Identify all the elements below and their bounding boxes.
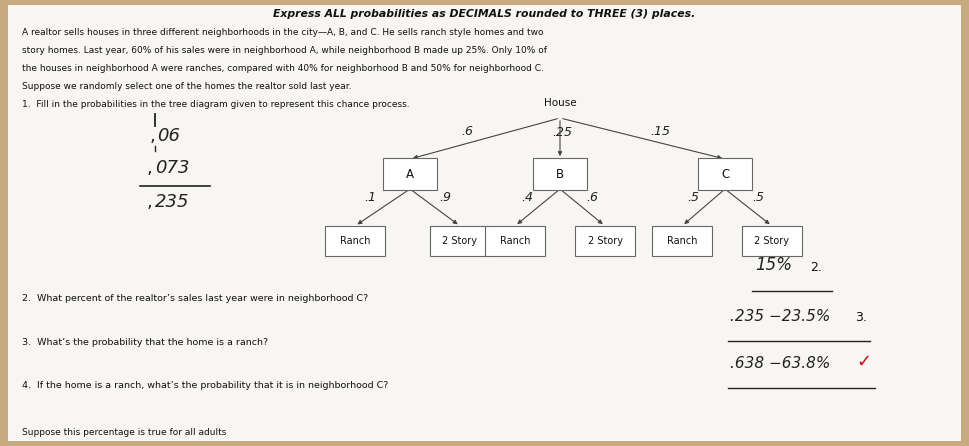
FancyBboxPatch shape [430, 226, 490, 256]
FancyBboxPatch shape [485, 226, 545, 256]
Text: A: A [406, 168, 414, 181]
Text: .1: .1 [364, 190, 377, 203]
Text: 235: 235 [155, 193, 190, 211]
FancyBboxPatch shape [742, 226, 802, 256]
Text: .9: .9 [439, 190, 451, 203]
Text: .235 −23.5%: .235 −23.5% [730, 309, 830, 324]
Text: C: C [721, 168, 729, 181]
Text: Suppose we randomly select one of the homes the realtor sold last year.: Suppose we randomly select one of the ho… [22, 82, 352, 91]
Text: 2.  What percent of the realtor’s sales last year were in neighborhood C?: 2. What percent of the realtor’s sales l… [22, 294, 368, 303]
Text: 2 Story: 2 Story [755, 236, 790, 246]
Text: .6: .6 [586, 190, 599, 203]
Text: .6: .6 [461, 125, 473, 138]
Text: ,: , [150, 127, 156, 145]
FancyBboxPatch shape [575, 226, 635, 256]
FancyBboxPatch shape [698, 158, 752, 190]
Text: 073: 073 [155, 159, 190, 177]
Text: Ranch: Ranch [667, 236, 698, 246]
FancyBboxPatch shape [533, 158, 587, 190]
Text: 15%: 15% [755, 256, 792, 274]
Text: Ranch: Ranch [340, 236, 370, 246]
Text: .5: .5 [753, 190, 765, 203]
FancyBboxPatch shape [325, 226, 385, 256]
Text: ,: , [147, 193, 153, 211]
FancyBboxPatch shape [383, 158, 437, 190]
Text: .5: .5 [687, 190, 700, 203]
Text: 2.: 2. [810, 261, 822, 274]
Text: .638 −63.8%: .638 −63.8% [730, 356, 830, 371]
Text: 06: 06 [157, 127, 180, 145]
Text: A realtor sells houses in three different neighborhoods in the city—A, B, and C.: A realtor sells houses in three differen… [22, 28, 544, 37]
Text: 3.: 3. [855, 311, 867, 324]
Text: House: House [544, 98, 577, 108]
Text: Express ALL probabilities as DECIMALS rounded to THREE (3) places.: Express ALL probabilities as DECIMALS ro… [273, 9, 695, 19]
Text: ✓: ✓ [856, 353, 871, 371]
Text: Ranch: Ranch [500, 236, 530, 246]
Text: Suppose this percentage is true for all adults: Suppose this percentage is true for all … [22, 428, 227, 437]
FancyBboxPatch shape [652, 226, 712, 256]
Text: 1.  Fill in the probabilities in the tree diagram given to represent this chance: 1. Fill in the probabilities in the tree… [22, 100, 410, 109]
Text: B: B [556, 168, 564, 181]
Text: 2 Story: 2 Story [587, 236, 622, 246]
Text: ,: , [147, 159, 153, 177]
Text: 2 Story: 2 Story [443, 236, 478, 246]
Text: .25: .25 [552, 126, 572, 139]
Text: .15: .15 [650, 125, 671, 138]
Text: the houses in neighborhood A were ranches, compared with 40% for neighborhood B : the houses in neighborhood A were ranche… [22, 64, 544, 73]
FancyBboxPatch shape [8, 5, 961, 441]
Text: 3.  What’s the probability that the home is a ranch?: 3. What’s the probability that the home … [22, 338, 268, 347]
Text: .4: .4 [521, 190, 534, 203]
Text: 4.  If the home is a ranch, what’s the probability that it is in neighborhood C?: 4. If the home is a ranch, what’s the pr… [22, 381, 389, 390]
Text: story homes. Last year, 60% of his sales were in neighborhood A, while neighborh: story homes. Last year, 60% of his sales… [22, 46, 547, 55]
